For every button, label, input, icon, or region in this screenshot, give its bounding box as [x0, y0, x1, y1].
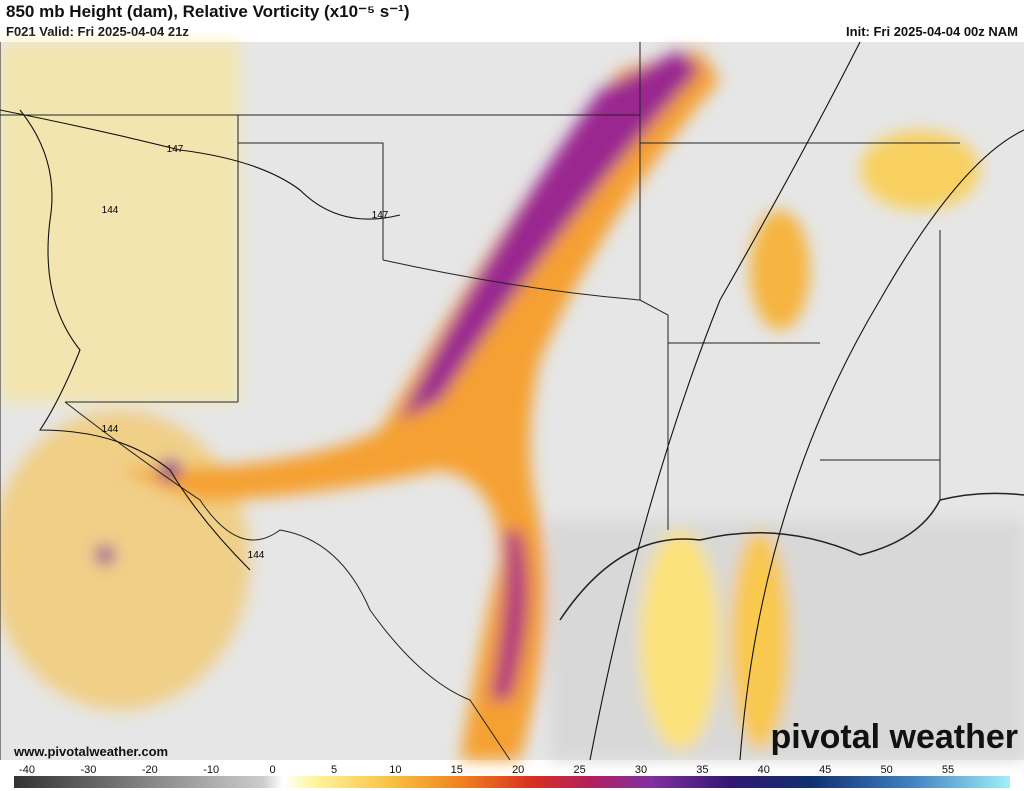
title: 850 mb Height (dam), Relative Vorticity …: [6, 2, 410, 21]
colorbar-tick-label: 40: [758, 764, 770, 776]
contour-label: 147: [167, 144, 184, 155]
contour-label: 144: [248, 550, 265, 561]
colorbar-tick-label: -10: [203, 764, 219, 776]
colorbar-tick-label: 20: [512, 764, 524, 776]
colorbar-tick-label: -30: [80, 764, 96, 776]
colorbar-tick-label: -40: [19, 764, 35, 776]
colorbar-tick-label: 30: [635, 764, 647, 776]
colorbar: [14, 776, 1010, 788]
colorbar-tick-label: -20: [142, 764, 158, 776]
colorbar-tick-label: 5: [331, 764, 337, 776]
init-time: Init: Fri 2025-04-04 00z NAM: [846, 24, 1018, 39]
colorbar-tick-label: 35: [696, 764, 708, 776]
colorbar-tick-label: 25: [573, 764, 585, 776]
colorbar-tick-label: 50: [880, 764, 892, 776]
contour-label: 147: [372, 210, 389, 221]
colorbar-tick-label: 45: [819, 764, 831, 776]
colorbar-tick-label: 0: [270, 764, 276, 776]
contour-label: 144: [102, 205, 119, 216]
contour-label: 144: [102, 424, 119, 435]
colorbar-tick-label: 10: [389, 764, 401, 776]
colorbar-tick-label: 15: [451, 764, 463, 776]
colorbar-ticks: -40 -30 -20 -10 0 5 10 15 20 25 30 35 40 45 50 55: [19, 764, 954, 776]
website: www.pivotalweather.com: [13, 744, 168, 759]
vorticity-field: [0, 42, 1024, 760]
valid-time: F021 Valid: Fri 2025-04-04 21z: [6, 24, 189, 39]
height-contours: [0, 41, 1024, 761]
colorbar-tick-label: 55: [942, 764, 954, 776]
logo: pivotal weather: [770, 718, 1018, 756]
